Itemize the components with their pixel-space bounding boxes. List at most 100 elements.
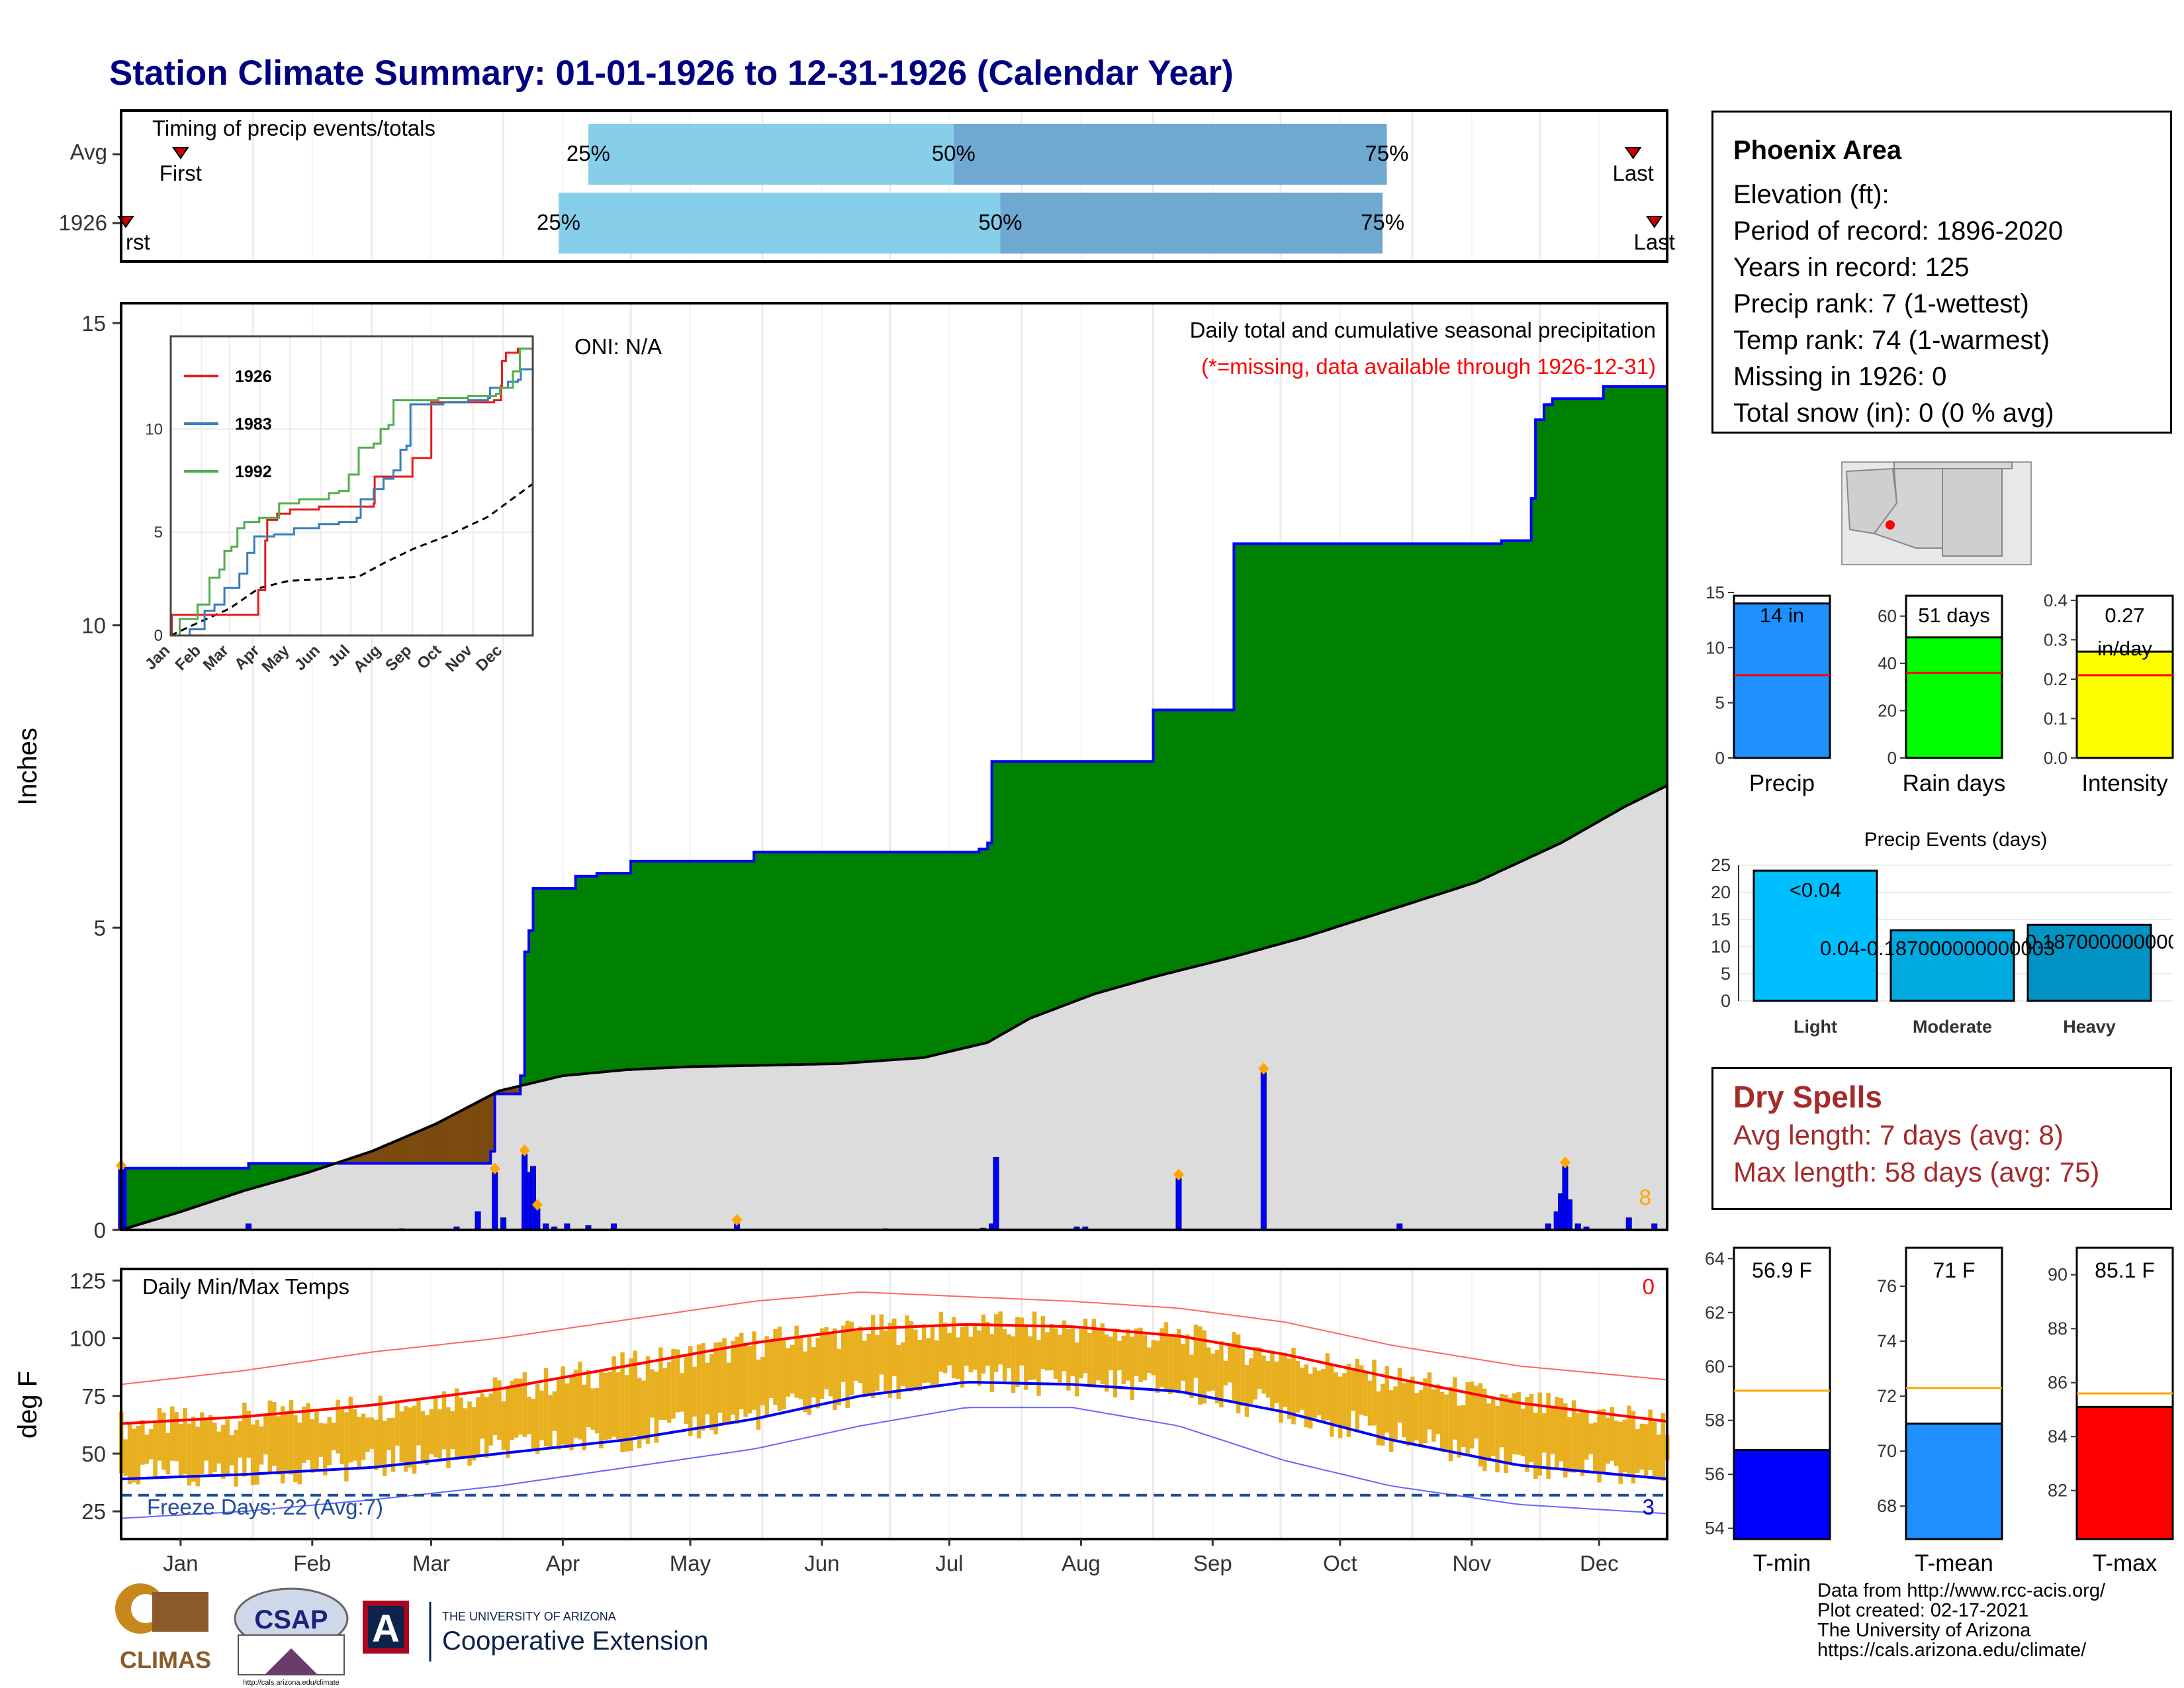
temp-bar-ytick-label: 60 (1705, 1356, 1725, 1376)
daily-temp-range-bar (794, 1325, 799, 1398)
temp-bar-label: T-max (2093, 1550, 2158, 1576)
temp-ytick-label: 75 (81, 1384, 106, 1409)
daily-temp-range-bar (1011, 1336, 1016, 1393)
daily-precip-bar (1260, 1072, 1267, 1231)
daily-temp-range-bar (301, 1406, 306, 1463)
daily-temp-range-bar (956, 1337, 960, 1380)
daily-temp-range-bar (289, 1400, 294, 1475)
inset-legend-label: 1992 (235, 463, 272, 481)
heavy-event-marker (519, 1144, 530, 1156)
mini-bar-ytick-label: 0.3 (2044, 630, 2068, 649)
daily-temp-range-bar (947, 1333, 952, 1366)
daily-temp-range-bar (1504, 1395, 1508, 1474)
daily-temp-range-bar (170, 1406, 175, 1461)
daily-temp-range-bar (815, 1337, 820, 1409)
daily-temp-range-bar (1087, 1333, 1092, 1386)
daily-temp-range-bar (552, 1391, 557, 1431)
heavy-event-marker (531, 1199, 543, 1211)
mini-bar-ytick-label: 0.1 (2044, 708, 2068, 728)
daily-temp-range-bar (1253, 1346, 1257, 1400)
daily-temp-range-bar (612, 1356, 616, 1437)
climas-logo: CLIMAS (115, 1583, 211, 1673)
daily-temp-range-bar (985, 1322, 990, 1366)
daily-temp-range-bar (892, 1318, 897, 1376)
timing-bar-q25-q50 (559, 193, 1001, 254)
daily-temp-range-bar (1023, 1324, 1028, 1390)
heavy-event-marker (489, 1162, 500, 1175)
daily-temp-range-bar (234, 1429, 238, 1487)
daily-temp-range-bar (1627, 1405, 1631, 1474)
events-bar-label: <0.04 (1790, 878, 1841, 902)
footer-line: Data from http://www.rcc-acis.org/ (1817, 1580, 2106, 1601)
daily-temp-range-bar (1550, 1407, 1555, 1454)
daily-temp-range-bar (1606, 1417, 1610, 1464)
daily-temp-range-bar (1015, 1317, 1020, 1387)
daily-temp-range-bar (1185, 1334, 1190, 1395)
daily-temp-range-bar (1563, 1403, 1568, 1477)
events-ytick-label: 20 (1711, 882, 1731, 902)
daily-temp-range-bar (629, 1358, 633, 1451)
daily-temp-range-bar (1525, 1397, 1529, 1472)
figure-title: Station Climate Summary: 01-01-1926 to 1… (109, 54, 1234, 93)
state-outline (1893, 461, 2013, 469)
daily-precip-bar (993, 1156, 999, 1231)
precip-event-count: 8 (1639, 1185, 1651, 1209)
daily-temp-range-bar (1478, 1383, 1483, 1467)
daily-temp-range-bar (1439, 1391, 1445, 1452)
events-bar-label: 0.187000000000003 (2025, 930, 2184, 953)
daily-temp-range-bar (1576, 1413, 1580, 1470)
daily-temp-range-bar (1474, 1385, 1479, 1439)
daily-temp-range-bar (603, 1372, 608, 1440)
daily-temp-range-bar (968, 1336, 974, 1373)
daily-temp-range-bar (476, 1397, 480, 1457)
daily-temp-range-bar (1058, 1335, 1062, 1384)
mini-bar-ytick-label: 0.4 (2044, 590, 2068, 610)
daily-temp-range-bar (1372, 1359, 1377, 1426)
daily-temp-range-bar (187, 1423, 192, 1486)
daily-temp-range-bar (1130, 1336, 1134, 1401)
daily-temp-range-bar (1316, 1370, 1322, 1416)
daily-temp-range-bar (318, 1423, 324, 1457)
events-title: Precip Events (days) (1864, 829, 2048, 851)
daily-temp-range-bar (1351, 1370, 1355, 1411)
daily-temp-range-bar (1232, 1331, 1236, 1402)
daily-temp-range-bar (1214, 1349, 1220, 1404)
info-precip-rank: Precip rank: 7 (1-wettest) (1733, 289, 2029, 318)
daily-temp-range-bar (1308, 1374, 1313, 1429)
daily-temp-range-bar (1465, 1382, 1470, 1454)
daily-temp-range-bar (926, 1338, 931, 1383)
month-tick-label: Aug (1062, 1551, 1101, 1575)
daily-temp-range-bar (212, 1423, 217, 1472)
daily-temp-range-bar (1283, 1356, 1287, 1407)
daily-temp-range-bar (1304, 1364, 1309, 1428)
events-ytick-label: 10 (1711, 937, 1731, 957)
daily-temp-range-bar (764, 1336, 769, 1415)
daily-temp-range-bar (735, 1336, 740, 1424)
daily-temp-range-bar (395, 1400, 400, 1446)
daily-temp-range-bar (539, 1390, 544, 1440)
daily-temp-range-bar (841, 1325, 846, 1382)
timing-first-marker (171, 147, 189, 160)
daily-temp-range-bar (684, 1354, 689, 1425)
daily-temp-range-bar (1580, 1411, 1585, 1476)
daily-temp-range-bar (208, 1415, 213, 1477)
daily-temp-range-bar (497, 1380, 502, 1440)
events-bar (2026, 923, 2152, 1002)
temp-bar-value-label: 56.9 F (1752, 1258, 1812, 1282)
inset-ytick-label: 0 (154, 627, 163, 645)
timing-last-label: Last (1634, 230, 1675, 254)
mini-bar-ytick-label: 5 (1715, 693, 1725, 713)
daily-temp-range-bar (420, 1411, 426, 1464)
daily-temp-range-bar (998, 1311, 1003, 1365)
temp-panel: 25 50 75 100 125 deg F Daily Min/Max Temps 0… (13, 1268, 1670, 1540)
daily-temp-range-bar (717, 1342, 723, 1413)
daily-temp-range-bar (293, 1415, 298, 1483)
month-tick-label: Apr (546, 1551, 580, 1575)
daily-temp-range-bar (340, 1407, 345, 1465)
daily-temp-range-bar (378, 1395, 383, 1467)
daily-temp-range-bar (557, 1380, 561, 1450)
mini-bar-label: Intensity (2081, 771, 2168, 796)
daily-temp-range-bar (1091, 1319, 1097, 1387)
daily-temp-range-bar (981, 1314, 986, 1374)
daily-temp-range-bar (896, 1344, 901, 1399)
